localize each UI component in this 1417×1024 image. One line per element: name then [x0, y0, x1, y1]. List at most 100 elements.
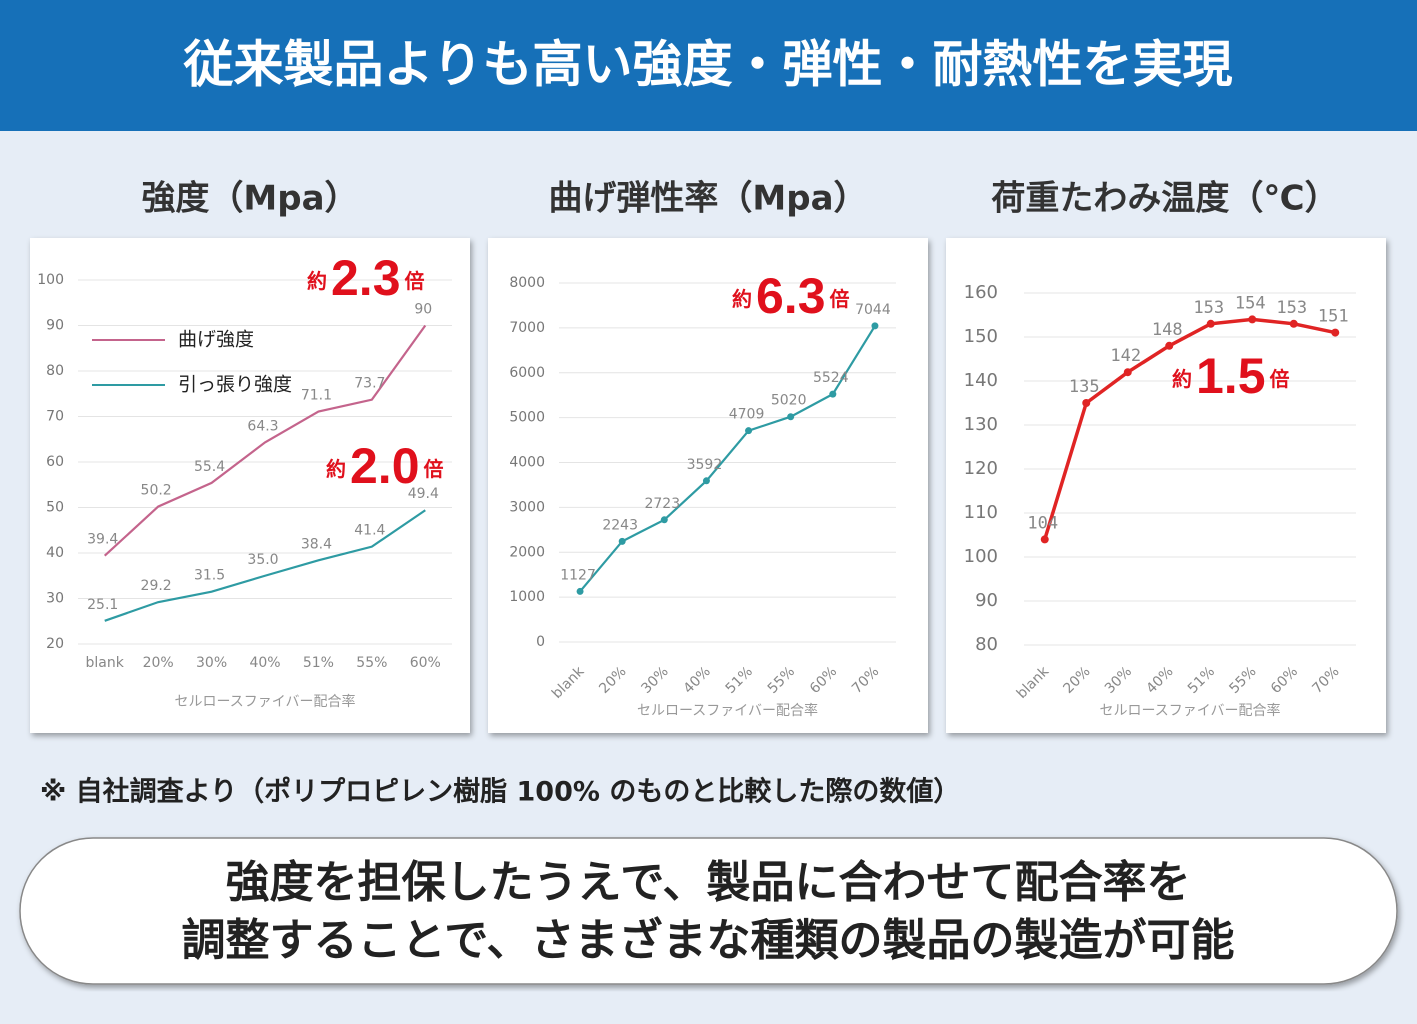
data-label: 5524 — [813, 370, 849, 386]
data-label: 142 — [1110, 346, 1141, 366]
annotation-prefix: 約 — [732, 287, 752, 311]
data-label: 73.7 — [354, 376, 385, 392]
data-label: 41.4 — [354, 523, 385, 539]
chart-panel — [488, 238, 928, 733]
y-tick-label: 100 — [964, 546, 998, 567]
data-label: 153 — [1276, 298, 1307, 318]
y-tick-label: 140 — [964, 370, 998, 391]
chart-title: 強度（Mpa） — [141, 179, 358, 219]
x-axis-label: セルロースファイバー配合率 — [174, 693, 355, 710]
chart-panel — [946, 238, 1386, 733]
y-tick-label: 160 — [964, 282, 998, 303]
chart-title: 荷重たわみ温度（℃） — [991, 179, 1338, 219]
data-point — [1206, 319, 1215, 328]
data-line — [579, 325, 876, 593]
annotation-suffix: 倍 — [424, 457, 444, 481]
data-label: 55.4 — [194, 459, 225, 475]
data-label: 31.5 — [194, 568, 225, 584]
y-tick-label: 6000 — [509, 365, 545, 381]
data-label: 49.4 — [408, 486, 439, 502]
data-point — [1331, 328, 1340, 337]
y-tick-label: 120 — [964, 458, 998, 479]
annotation-prefix: 約 — [307, 269, 327, 293]
data-label: 104 — [1027, 513, 1058, 533]
data-label: 148 — [1152, 320, 1183, 340]
y-tick-label: 1000 — [509, 589, 545, 605]
y-tick-label: 60 — [46, 454, 64, 470]
y-tick-label: 80 — [975, 634, 998, 655]
legend-label: 引っ張り強度 — [178, 374, 292, 396]
annotation: 約2.0 倍 — [326, 438, 444, 494]
chart-panel — [30, 238, 470, 733]
data-label: 153 — [1193, 298, 1224, 318]
data-label: 151 — [1318, 307, 1349, 327]
annotation-prefix: 約 — [1172, 367, 1192, 391]
data-point — [1123, 368, 1132, 377]
y-tick-label: 5000 — [509, 410, 545, 426]
x-tick-label: 40% — [249, 655, 280, 671]
data-label: 39.4 — [87, 532, 118, 548]
y-tick-label: 50 — [46, 500, 64, 516]
message-line: 強度を担保したうえで、製品に合わせて配合率を — [226, 857, 1191, 908]
data-point — [1040, 535, 1049, 544]
chart-title: 曲げ弾性率（Mpa） — [548, 179, 867, 219]
data-label: 2243 — [602, 517, 638, 533]
data-point — [1248, 315, 1257, 324]
annotation: 約6.3 倍 — [732, 268, 850, 324]
annotation-value: 2.3 — [331, 250, 401, 306]
data-line — [104, 509, 426, 622]
data-label: 64.3 — [247, 418, 278, 434]
data-point — [745, 427, 753, 435]
annotation-value: 1.5 — [1196, 348, 1266, 404]
header-title: 従来製品よりも高い強度・弾性・耐熱性を実現 — [183, 36, 1233, 94]
x-tick-label: 20% — [143, 655, 174, 671]
y-tick-label: 8000 — [509, 275, 545, 291]
y-tick-label: 7000 — [509, 320, 545, 336]
y-tick-label: 90 — [46, 318, 64, 334]
data-label: 154 — [1235, 293, 1266, 313]
data-point — [660, 516, 668, 524]
data-line — [103, 324, 427, 557]
data-label: 7044 — [855, 302, 891, 318]
data-label: 29.2 — [141, 578, 172, 594]
annotation: 約2.3 倍 — [307, 250, 425, 306]
data-label: 5020 — [771, 393, 807, 409]
data-label: 2723 — [644, 496, 680, 512]
data-point — [1289, 319, 1298, 328]
data-point — [871, 322, 879, 330]
annotation: 約1.5 倍 — [1172, 348, 1290, 404]
header-bar — [0, 0, 1417, 131]
data-label: 71.1 — [301, 387, 332, 403]
legend-label: 曲げ強度 — [178, 329, 254, 351]
x-axis-label: セルロースファイバー配合率 — [1099, 702, 1280, 719]
annotation-suffix: 倍 — [405, 269, 425, 293]
annotation-prefix: 約 — [326, 457, 346, 481]
data-label: 90 — [414, 302, 432, 318]
y-tick-label: 20 — [46, 636, 64, 652]
annotation-suffix: 倍 — [1270, 367, 1290, 391]
y-tick-label: 130 — [964, 414, 998, 435]
y-tick-label: 70 — [46, 409, 64, 425]
y-tick-label: 100 — [37, 272, 64, 288]
note: ※ 自社調査より（ポリプロピレン樹脂 100% のものと比較した際の数値） — [40, 776, 960, 808]
y-tick-label: 0 — [536, 634, 545, 650]
x-tick-label: 60% — [410, 655, 441, 671]
data-point — [1082, 399, 1091, 407]
data-line — [1043, 317, 1336, 540]
annotation-value: 6.3 — [756, 268, 826, 324]
y-tick-label: 150 — [964, 326, 998, 347]
data-label: 1127 — [560, 567, 596, 583]
data-point — [829, 390, 837, 398]
message-line: 調整することで、さまざまな種類の製品の製造が可能 — [182, 915, 1235, 966]
y-tick-label: 90 — [975, 590, 998, 611]
annotation-value: 2.0 — [350, 438, 420, 494]
data-point — [1165, 341, 1174, 350]
data-label: 4709 — [729, 407, 765, 423]
data-label: 25.1 — [87, 597, 118, 613]
y-tick-label: 110 — [964, 502, 998, 523]
x-tick-label: 30% — [196, 655, 227, 671]
data-label: 50.2 — [141, 483, 172, 499]
data-point — [702, 477, 710, 485]
